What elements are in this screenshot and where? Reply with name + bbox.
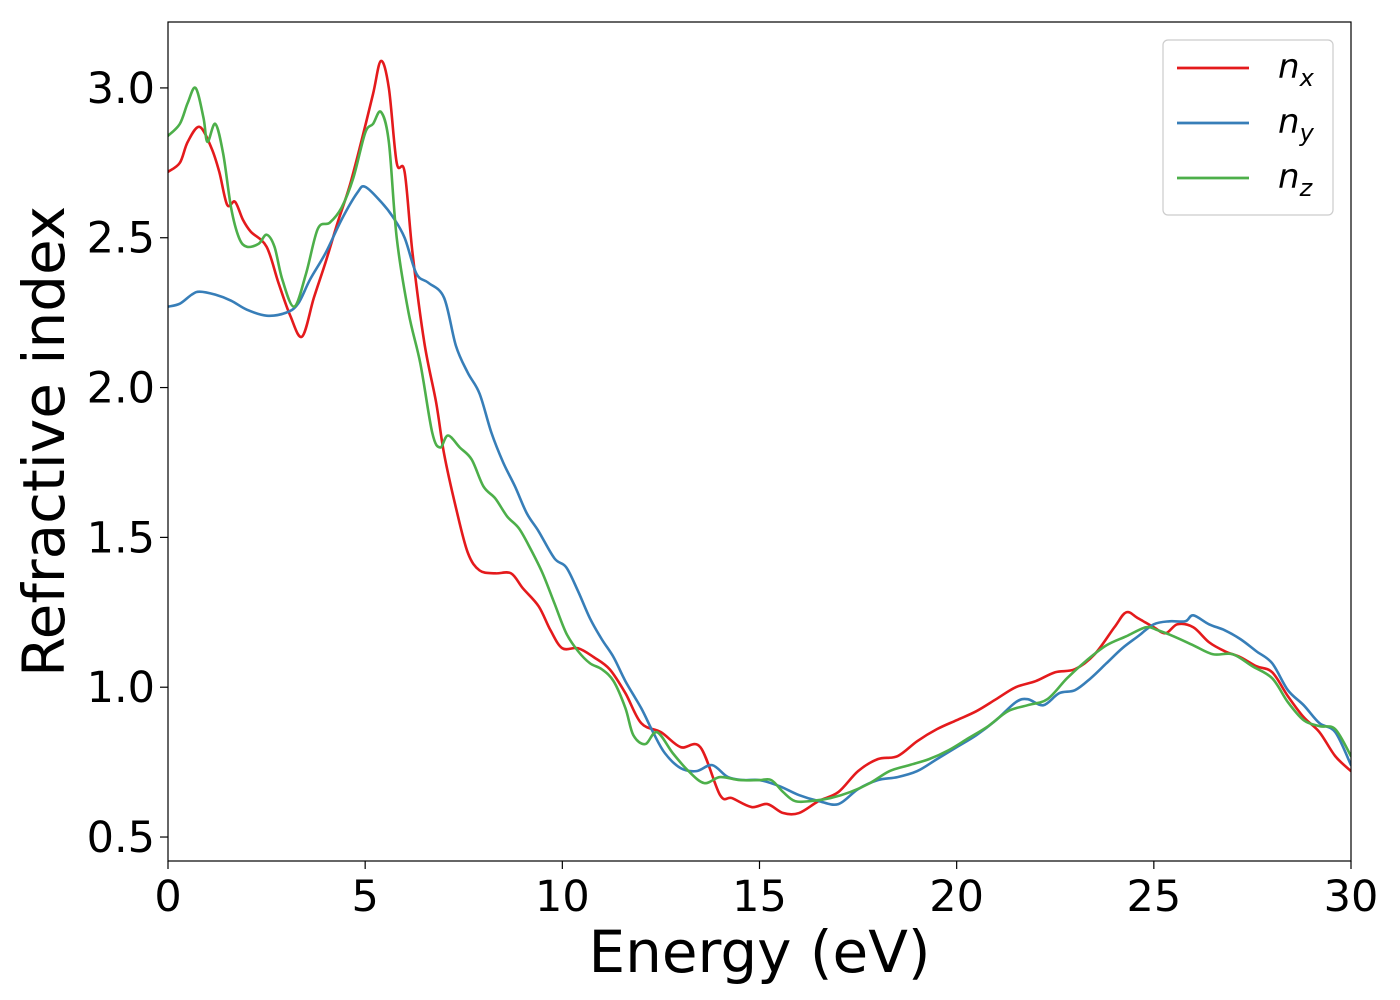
legend-label: nx	[1278, 47, 1315, 92]
y-tick-label: 3.0	[87, 64, 155, 114]
legend-item-x: nx	[1177, 47, 1315, 92]
legend-label: nz	[1278, 157, 1314, 202]
legend-item-z: nz	[1177, 157, 1314, 202]
plot-content	[168, 59, 1351, 816]
x-tick-label: 15	[732, 872, 787, 922]
series-line-z	[168, 86, 1351, 804]
x-axis-ticks: 0 5 10 15 20 25 30	[154, 861, 1378, 922]
legend-item-y: ny	[1177, 102, 1315, 147]
y-tick-label: 2.0	[87, 364, 155, 414]
x-axis-title: Energy (eV)	[588, 918, 930, 986]
y-tick-label: 1.5	[87, 513, 155, 563]
legend-box	[1162, 39, 1334, 216]
y-axis-ticks: 0.5 1.0 1.5 2.0 2.5 3.0	[87, 64, 168, 863]
x-tick-label: 25	[1126, 872, 1181, 922]
legend: nx ny nz	[1162, 39, 1334, 216]
y-tick-label: 2.5	[87, 214, 155, 264]
y-tick-label: 0.5	[87, 813, 155, 863]
x-tick-label: 10	[535, 872, 590, 922]
x-tick-label: 0	[154, 872, 181, 922]
y-axis-title: Refractive index	[10, 206, 78, 677]
x-tick-label: 5	[351, 872, 378, 922]
series-line-y	[168, 185, 1351, 806]
x-tick-label: 20	[929, 872, 984, 922]
x-tick-label: 30	[1324, 872, 1379, 922]
series-line-x	[168, 59, 1351, 816]
y-tick-label: 1.0	[87, 663, 155, 713]
legend-label: ny	[1278, 102, 1315, 147]
